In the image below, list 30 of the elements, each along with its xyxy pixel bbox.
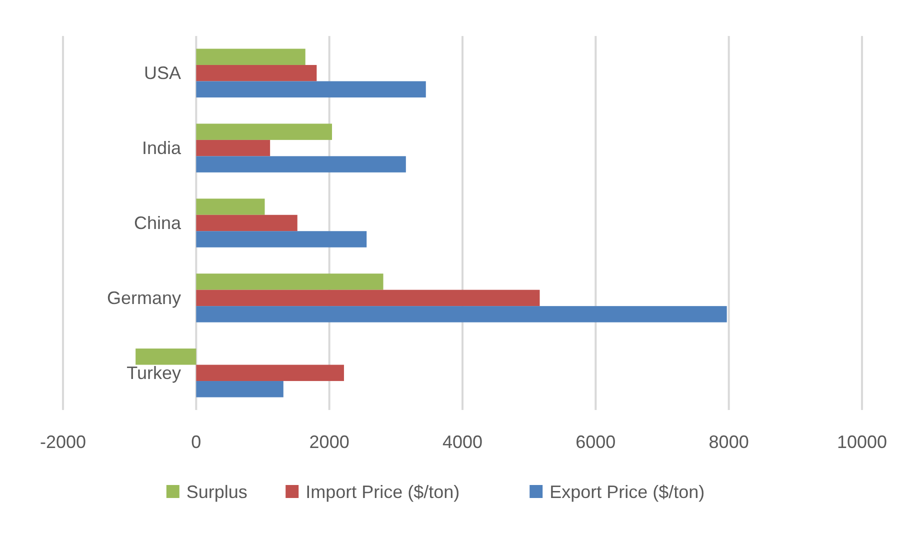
x-tick-label: 4000 — [442, 432, 483, 452]
y-tick-label: USA — [144, 63, 181, 84]
bar — [196, 214, 298, 232]
legend-label: Export Price ($/ton) — [550, 482, 705, 502]
bar — [196, 81, 426, 98]
legend-label: Surplus — [186, 482, 248, 502]
bar — [196, 48, 306, 65]
bar — [196, 231, 367, 248]
y-tick-label: China — [134, 213, 182, 233]
x-tick-label: 8000 — [708, 432, 749, 452]
x-tick-label: 10000 — [836, 432, 888, 452]
bar — [196, 290, 540, 306]
bar — [196, 124, 332, 140]
bar — [196, 381, 284, 398]
y-tick-label: Germany — [106, 288, 181, 308]
x-tick-label: 0 — [191, 432, 202, 452]
x-tick-label: 2000 — [309, 432, 350, 452]
y-tick-label: India — [142, 138, 182, 158]
x-tick-label: -2000 — [40, 432, 86, 452]
bar — [196, 64, 317, 82]
y-tick-label: Turkey — [126, 362, 181, 383]
bar — [196, 306, 727, 322]
x-tick-label: 6000 — [576, 432, 616, 452]
bar — [196, 140, 270, 156]
bar — [196, 156, 406, 172]
bar — [196, 364, 344, 382]
legend-label: Import Price ($/ton) — [306, 482, 460, 502]
bar — [196, 274, 384, 290]
bar — [136, 348, 196, 365]
bar — [196, 198, 265, 215]
